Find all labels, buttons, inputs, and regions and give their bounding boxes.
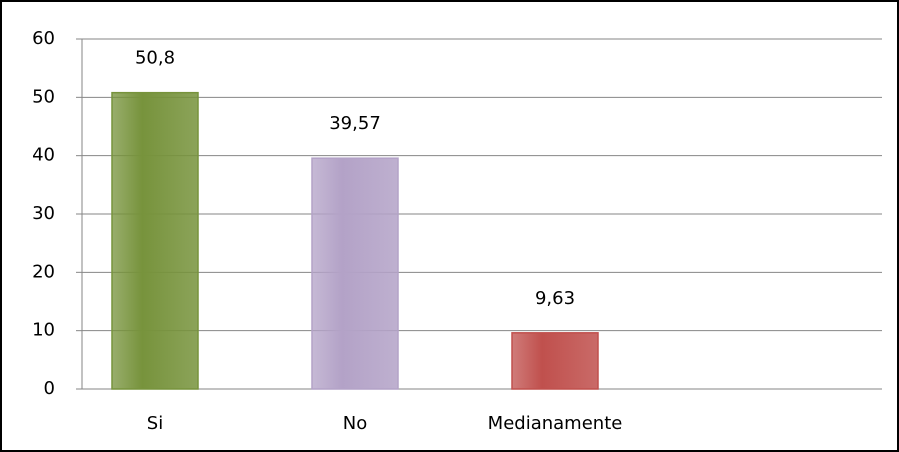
y-tick-label: 30 bbox=[32, 203, 55, 224]
bar bbox=[511, 332, 599, 390]
y-tick-label: 20 bbox=[32, 261, 55, 282]
y-tick-label: 10 bbox=[32, 320, 55, 341]
x-tick-label: No bbox=[343, 413, 367, 434]
y-tick-label: 40 bbox=[32, 145, 55, 166]
bar bbox=[111, 91, 199, 390]
data-label: 9,63 bbox=[535, 288, 575, 309]
x-tick-label: Medianamente bbox=[488, 413, 623, 434]
y-tick-label: 0 bbox=[44, 378, 55, 399]
x-tick-label: Si bbox=[147, 413, 163, 434]
y-tick-label: 50 bbox=[32, 86, 55, 107]
y-tick-label: 60 bbox=[32, 28, 55, 49]
data-label: 50,8 bbox=[135, 48, 175, 69]
data-label: 39,57 bbox=[329, 113, 381, 134]
bar bbox=[311, 157, 399, 390]
